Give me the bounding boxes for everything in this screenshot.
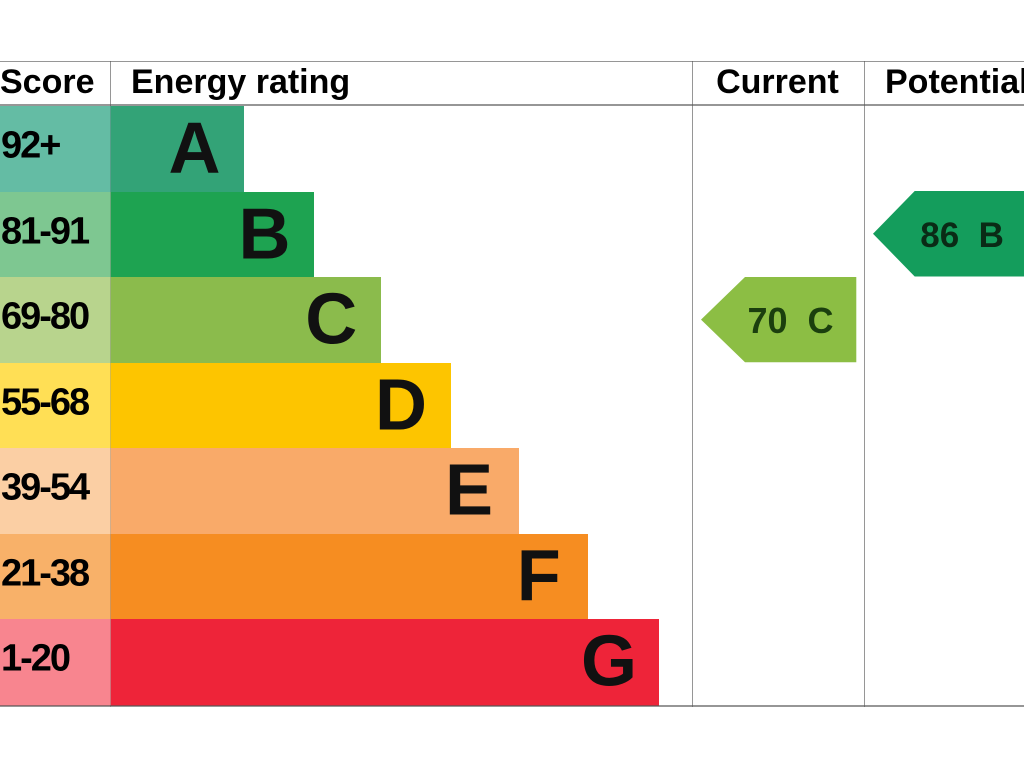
svg-text:86 B: 86 B <box>920 215 1004 254</box>
svg-text:70 C: 70 C <box>747 300 833 341</box>
